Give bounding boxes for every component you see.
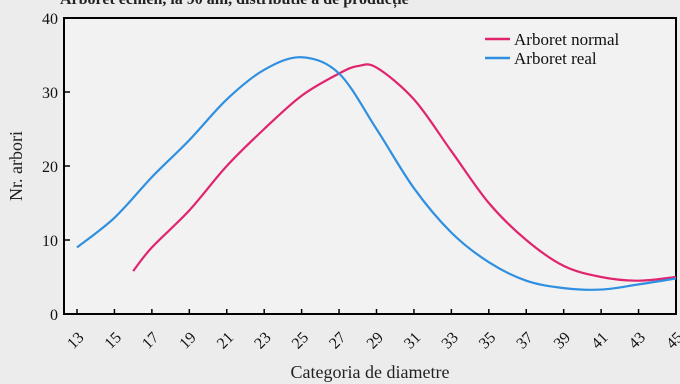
plot-area bbox=[63, 17, 677, 315]
x-tick-label: 13 bbox=[64, 329, 87, 352]
y-axis-title: Nr. arbori bbox=[6, 131, 26, 201]
y-tick-label: 10 bbox=[42, 233, 58, 250]
x-tick-label: 45 bbox=[663, 329, 680, 352]
x-tick-label: 29 bbox=[364, 329, 387, 352]
top-caption: Arboret echien, la 90 ani, distributie a… bbox=[60, 0, 409, 9]
legend: Arboret normal Arboret real bbox=[485, 30, 620, 68]
legend-label-arboret-normal: Arboret normal bbox=[514, 30, 620, 49]
y-tick-label: 20 bbox=[42, 159, 58, 176]
x-tick-label: 39 bbox=[551, 329, 574, 352]
x-axis-ticks: 13 15 17 19 21 23 25 27 29 31 33 35 37 39 41 43 45 bbox=[64, 309, 680, 352]
x-tick-label: 33 bbox=[439, 329, 462, 352]
x-tick-label: 17 bbox=[139, 329, 162, 352]
x-tick-label: 41 bbox=[588, 329, 611, 352]
x-tick-label: 27 bbox=[326, 329, 349, 352]
series-lines bbox=[76, 56, 677, 291]
x-tick-label: 23 bbox=[251, 329, 274, 352]
x-tick-label: 35 bbox=[476, 329, 499, 352]
series-line-arboret-normal bbox=[132, 63, 677, 282]
plot-frame bbox=[63, 17, 677, 315]
series-line-arboret-real bbox=[76, 56, 677, 291]
y-tick-label: 30 bbox=[42, 85, 58, 102]
x-tick-label: 19 bbox=[176, 329, 199, 352]
legend-label-arboret-real: Arboret real bbox=[514, 49, 597, 68]
y-axis-ticks: 0 10 20 30 40 bbox=[42, 11, 70, 324]
x-axis-title: Categoria de diametre bbox=[291, 362, 450, 382]
y-tick-label: 0 bbox=[50, 307, 58, 324]
x-tick-label: 31 bbox=[401, 329, 424, 352]
x-tick-label: 37 bbox=[513, 329, 536, 352]
y-tick-label: 40 bbox=[42, 11, 58, 28]
x-tick-label: 43 bbox=[626, 329, 649, 352]
x-tick-label: 25 bbox=[289, 329, 312, 352]
x-tick-label: 15 bbox=[102, 329, 125, 352]
x-tick-label: 21 bbox=[214, 329, 237, 352]
